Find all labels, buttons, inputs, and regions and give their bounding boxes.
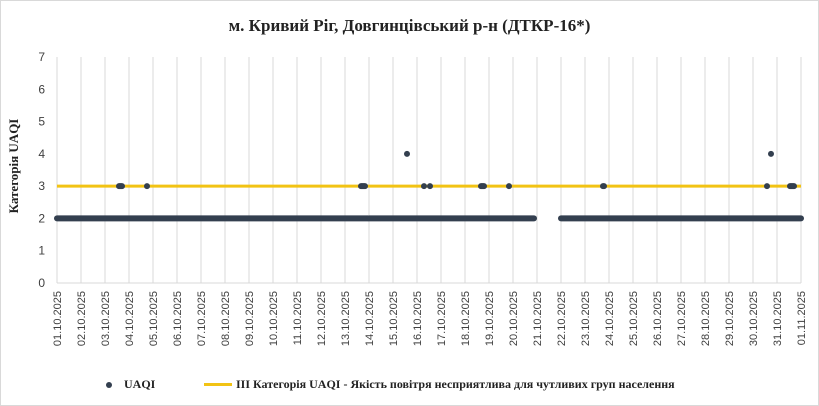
x-tick-label: 01.10.2025 [52,291,64,346]
x-tick-label: 02.10.2025 [76,291,88,346]
x-tick-label: 17.10.2025 [436,291,448,346]
x-tick-label: 07.10.2025 [196,291,208,346]
x-tick-label: 22.10.2025 [556,291,568,346]
uaqi-point [506,183,512,190]
y-tick-label: 1 [38,244,45,258]
uaqi-series [54,150,804,222]
uaqi-point [601,183,607,190]
x-tick-label: 29.10.2025 [724,291,736,346]
y-tick-label: 7 [38,50,45,64]
legend-dot-icon [106,381,112,388]
uaqi-point [362,183,368,190]
x-tick-label: 15.10.2025 [388,291,400,346]
x-tick-label: 23.10.2025 [580,291,592,346]
x-tick-label: 10.10.2025 [268,291,280,346]
x-tick-label: 08.10.2025 [220,291,232,346]
x-tick-label: 26.10.2025 [652,291,664,346]
x-tick-label: 09.10.2025 [244,291,256,346]
x-tick-label: 14.10.2025 [364,291,376,346]
x-tick-label: 19.10.2025 [484,291,496,346]
uaqi-point [481,183,487,190]
x-tick-label: 31.10.2025 [772,291,784,346]
x-tick-label: 11.10.2025 [292,291,304,345]
uaqi-point [119,183,125,190]
y-tick-label: 5 [38,115,45,129]
y-tick-label: 3 [38,179,45,193]
legend-line-icon [204,383,232,386]
x-tick-label: 24.10.2025 [604,291,616,346]
x-tick-label: 03.10.2025 [100,291,112,346]
x-tick-label: 13.10.2025 [340,291,352,346]
y-tick-label: 2 [38,211,45,225]
x-tick-label: 05.10.2025 [148,291,160,346]
x-tick-label: 16.10.2025 [412,291,424,346]
uaqi-point [427,183,433,190]
uaqi-point [791,183,797,190]
legend-item-uaqi: UAQI [106,377,155,392]
x-tick-label: 18.10.2025 [460,291,472,346]
x-tick-label: 21.10.2025 [532,291,544,346]
x-tick-label: 27.10.2025 [676,291,688,346]
uaqi-point [144,183,150,190]
x-tick-label: 28.10.2025 [700,291,712,346]
x-tick-label: 20.10.2025 [508,291,520,346]
chart-title: м. Кривий Ріг, Довгинцівський р-н (ДТКР-… [228,16,591,35]
x-tick-label: 12.10.2025 [316,291,328,346]
x-tick-label: 01.11.2025 [796,291,808,345]
x-tick-label: 30.10.2025 [748,291,760,346]
legend-label-threshold: ІІІ Категорія UAQI - Якість повітря несп… [236,377,675,391]
x-tick-label: 06.10.2025 [172,291,184,346]
uaqi-point [421,183,427,190]
uaqi-point [768,150,774,157]
grid-lines [56,57,802,284]
y-tick-label: 4 [38,147,45,161]
y-tick-label: 0 [38,276,45,290]
uaqi-point [764,183,770,190]
x-tick-label: 25.10.2025 [628,291,640,346]
uaqi-point [404,150,410,157]
legend-item-threshold: ІІІ Категорія UAQI - Якість повітря несп… [204,377,675,392]
x-tick-labels: 01.10.2025 02.10.2025 03.10.2025 04.10.2025… [52,291,808,346]
legend-label-uaqi: UAQI [124,377,156,391]
x-tick-label: 04.10.2025 [124,291,136,346]
y-tick-labels: 0 1 2 3 4 5 6 7 [38,50,45,290]
y-tick-label: 6 [38,82,45,96]
